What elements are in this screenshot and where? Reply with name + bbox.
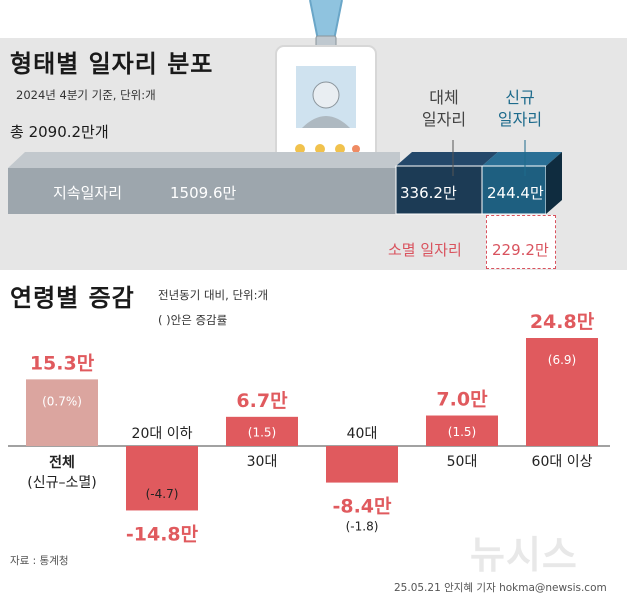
rate-label-4: (1.5) (448, 425, 476, 439)
new-label-line2: 일자리 (497, 110, 543, 129)
total-category-label: 전체 (신규–소멸) (0, 452, 124, 492)
category-label-2: 30대 (247, 454, 278, 470)
person-body-icon (302, 116, 350, 128)
total-jobs: 총 2090.2만개 (10, 123, 109, 141)
age-section-title: 연령별 증감 (10, 284, 135, 312)
replacement-new-boxes (395, 152, 562, 215)
rate-label-0: (0.7%) (42, 394, 82, 408)
rate-label-1: (-4.7) (146, 487, 179, 501)
badge-dot-icon (315, 144, 325, 154)
value-label-1: -14.8만 (126, 523, 199, 545)
credit: 25.05.21 안지혜 기자 hokma@newsis.com (394, 582, 607, 594)
extinct-label: 소멸 일자리 (388, 241, 462, 259)
total-category-line1: 전체 (49, 455, 75, 471)
replacement-label-line1: 대체 (429, 88, 459, 107)
bar-4 (426, 415, 498, 446)
badge-dot-icon (335, 144, 345, 154)
replacement-label: 대체 일자리 (408, 87, 480, 131)
source: 자료 : 통계청 (10, 555, 69, 567)
new-label-line1: 신규 (505, 88, 535, 107)
value-label-0: 15.3만 (30, 352, 95, 374)
total-category-line2: (신규–소멸) (27, 475, 97, 491)
lanyard-icon (309, 0, 343, 41)
bar-5 (526, 338, 598, 446)
category-label-3: 40대 (347, 426, 378, 442)
age-note2: ( )안은 증감률 (158, 313, 228, 327)
age-note1: 전년동기 대비, 단위:개 (158, 288, 269, 302)
extinct-box (486, 215, 556, 269)
category-label-1: 20대 이하 (132, 426, 193, 442)
person-head-icon (312, 81, 340, 109)
rate-label-2: (1.5) (248, 425, 276, 439)
rate-label-5: (6.9) (548, 353, 576, 367)
value-label-3: -8.4만 (332, 496, 392, 518)
main-title: 형태별 일자리 분포 (10, 50, 214, 78)
sustained-value: 1509.6만 (170, 184, 237, 202)
category-label-5: 60대 이상 (532, 454, 593, 470)
bar-0 (26, 379, 98, 446)
new-value: 244.4만 (487, 184, 544, 202)
badge-dot-icon (352, 145, 360, 153)
new-label: 신규 일자리 (484, 87, 556, 131)
category-label-4: 50대 (447, 454, 478, 470)
value-label-2: 6.7만 (236, 390, 288, 412)
watermark: 뉴시스 (470, 533, 578, 577)
bar-3 (326, 446, 398, 483)
sustained-bar (8, 152, 400, 214)
connector-lines (452, 140, 526, 176)
replacement-value: 336.2만 (400, 184, 457, 202)
badge-dot-icon (295, 144, 305, 154)
age-bar-chart: 15.3만 (0.7%) -14.8만 (-4.7) 20대 이하 6.7만 (1.5) 30… (8, 311, 610, 545)
bar-2 (226, 416, 298, 446)
sustained-label: 지속일자리 (53, 184, 123, 202)
main-subtitle: 2024년 4분기 기준, 단위:개 (16, 88, 156, 102)
replacement-label-line2: 일자리 (421, 110, 467, 129)
value-label-4: 7.0만 (436, 389, 488, 411)
id-badge-illustration (275, 0, 377, 175)
value-label-5: 24.8만 (530, 311, 595, 333)
bar-1 (126, 446, 198, 511)
rate-label-3: (-1.8) (346, 520, 379, 534)
extinct-value: 229.2만 (492, 241, 549, 259)
